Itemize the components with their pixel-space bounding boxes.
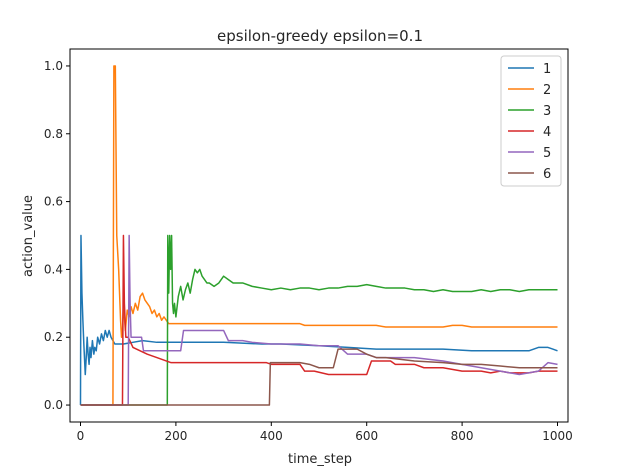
series-line-3	[80, 234, 558, 406]
y-tick-label: 1.0	[44, 59, 63, 73]
series-line-1	[79, 234, 558, 406]
x-tick-label: 800	[451, 429, 474, 443]
x-tick-label: 400	[260, 429, 283, 443]
x-tick-label: 1000	[542, 429, 573, 443]
axes: 0 200 400 600 800 1000 0.0 0.2 0.4 0.6 0.8 1.0	[44, 59, 573, 443]
x-axis-label: time_step	[288, 452, 352, 467]
series-line-2	[80, 65, 558, 406]
y-axis-label: action_value	[21, 195, 36, 277]
y-tick-label: 0.6	[44, 195, 63, 209]
legend-label-5: 5	[543, 146, 551, 161]
y-tick-label: 0.8	[44, 127, 63, 141]
y-tick-label: 0.2	[44, 330, 63, 344]
x-tick-label: 200	[164, 429, 187, 443]
y-tick-label: 0.4	[44, 262, 63, 276]
legend-label-2: 2	[543, 83, 551, 98]
x-tick-label: 600	[355, 429, 378, 443]
legend-label-3: 3	[543, 104, 551, 119]
series-line-6	[80, 348, 558, 406]
x-tick-label: 0	[77, 429, 85, 443]
series-line-4	[80, 234, 558, 406]
plot-area	[79, 65, 558, 406]
legend-label-4: 4	[543, 125, 551, 140]
legend-box	[500, 55, 562, 187]
legend-label-6: 6	[543, 167, 551, 182]
y-tick-label: 0.0	[44, 398, 63, 412]
legend-label-1: 1	[543, 62, 551, 77]
plot-frame	[69, 48, 569, 423]
legend: 1 2 3 4 5 6	[500, 55, 562, 187]
chart-title: epsilon-greedy epsilon=0.1	[217, 27, 423, 45]
